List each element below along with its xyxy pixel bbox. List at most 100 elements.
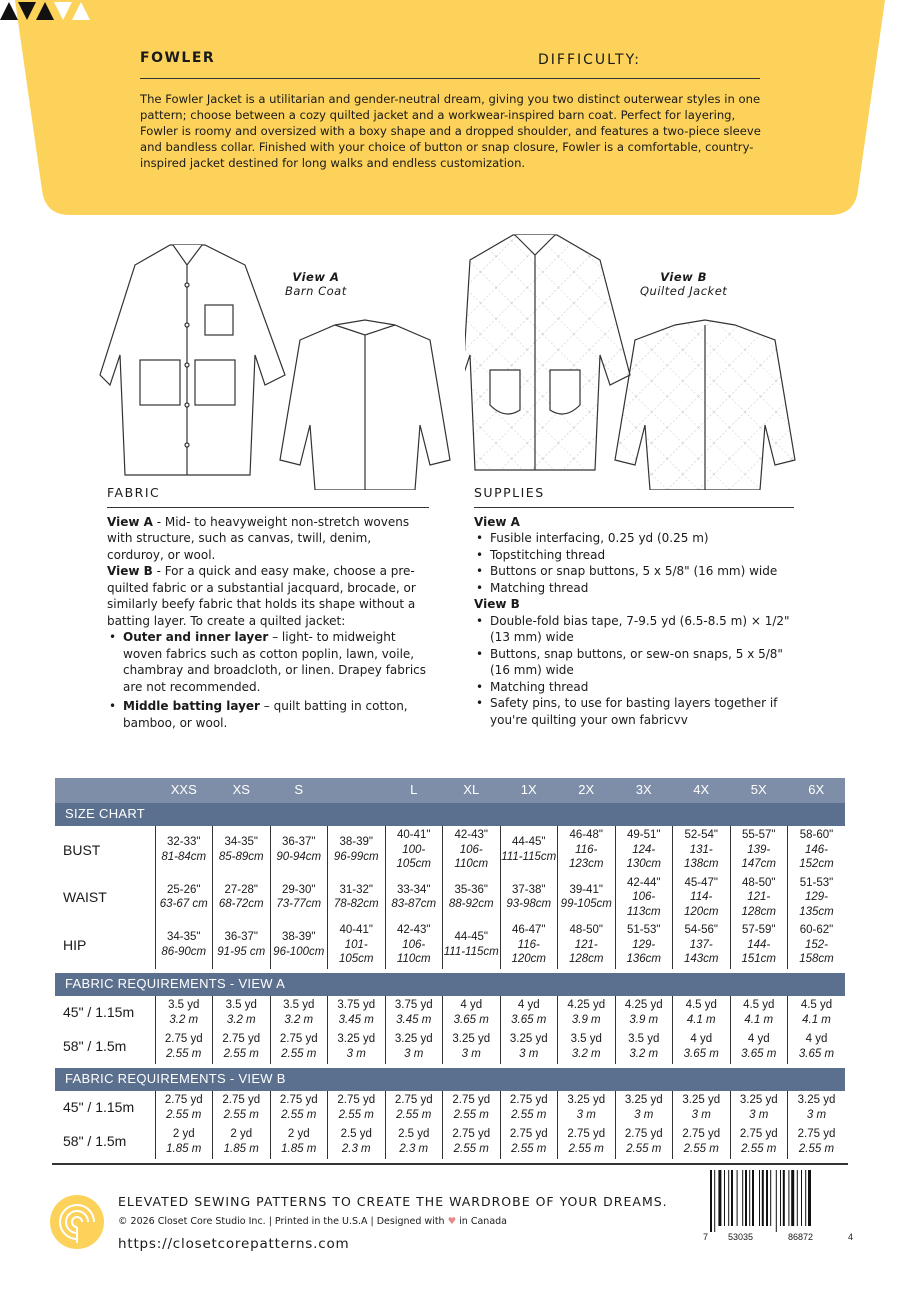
- cell-secondary: 124-130cm: [626, 843, 662, 871]
- table-cell: 2.75 yd 2.55 m: [154, 1090, 213, 1125]
- table-cell: 2.5 yd 2.3 m: [327, 1124, 385, 1159]
- cell-primary: 2.75 yd: [509, 1128, 548, 1140]
- cell-primary: 2.75 yd: [279, 1033, 318, 1045]
- table-cell: 2.75 yd 2.55 m: [499, 1090, 558, 1125]
- cell-primary: 2 yd: [287, 1128, 310, 1140]
- cell-primary: 4.25 yd: [567, 999, 606, 1011]
- cell-secondary: 3.9 m: [629, 1013, 659, 1026]
- cell-primary: 38-39": [339, 836, 374, 849]
- cell-primary: 42-43": [454, 829, 489, 841]
- table-cell: 3.5 yd 3.2 m: [212, 995, 270, 1030]
- cell-secondary: 83-87cm: [391, 898, 437, 911]
- table-cell: 2.75 yd 2.55 m: [614, 1124, 673, 1159]
- table-cell: 3.5 yd 3.2 m: [614, 1029, 673, 1064]
- barcode-bar: [710, 1170, 712, 1232]
- cell-secondary: 2.3 m: [341, 1142, 371, 1155]
- supply-item: Topstitching thread: [474, 547, 794, 564]
- cell-secondary: 2.55 m: [281, 1108, 317, 1121]
- cell-secondary: 100-105cm: [396, 843, 432, 871]
- cell-primary: 37-38": [512, 883, 546, 896]
- cell-primary: 51-53": [799, 876, 834, 889]
- cell-primary: 33-34": [397, 883, 431, 896]
- table-cell: 4 yd 3.65 m: [787, 1029, 845, 1064]
- cell-secondary: 3 m: [461, 1047, 481, 1060]
- cell-primary: 42-43": [397, 924, 431, 936]
- barcode-bar: [801, 1170, 802, 1226]
- table-cell: 35-36" 88-92cm: [442, 873, 500, 921]
- barcode-bar: [724, 1170, 725, 1226]
- cell-secondary: 91-95 cm: [217, 945, 266, 958]
- cell-primary: 36-37": [282, 836, 316, 849]
- bullet-text: – light- to midweight woven fabrics such…: [123, 630, 427, 694]
- cell-secondary: 101-105cm: [338, 938, 374, 966]
- table-cell: 58-60" 146-152cm: [787, 826, 845, 874]
- cell-secondary: 85-89cm: [218, 850, 264, 863]
- view-b-label: View B: [107, 564, 153, 578]
- view-b-illustration: [465, 234, 796, 490]
- barcode-bar: [718, 1170, 722, 1226]
- cell-secondary: 3 m: [346, 1047, 366, 1060]
- table-cell: 2.75 yd 2.55 m: [212, 1029, 270, 1064]
- cell-secondary: 129-136cm: [626, 938, 662, 966]
- cell-primary: 2.75 yd: [682, 1128, 721, 1140]
- cell-secondary: 116-123cm: [568, 843, 604, 871]
- header-background: [15, 0, 885, 215]
- table-cell: 2.75 yd 2.55 m: [557, 1124, 615, 1159]
- table-row: 45" / 1.15m 2.75 yd 2.55 m 2.75 yd 2.55 m 2.7…: [55, 1090, 845, 1125]
- table-cell: 44-45" 111-115cm: [442, 921, 500, 969]
- cell-secondary: 111-115cm: [501, 850, 557, 863]
- cell-secondary: 2.55 m: [798, 1142, 835, 1155]
- table-cell: 2.75 yd 2.55 m: [212, 1090, 270, 1125]
- cell-primary: 2.75 yd: [164, 1033, 203, 1045]
- table-cell: 34-35" 85-89cm: [212, 826, 270, 874]
- cell-primary: 46-47": [512, 924, 546, 936]
- cell-secondary: 3 m: [576, 1108, 596, 1121]
- cell-primary: 3.25 yd: [797, 1094, 836, 1106]
- cell-primary: 2.75 yd: [452, 1094, 491, 1106]
- cell-secondary: 96-99cm: [333, 850, 379, 863]
- cell-secondary: 121-128cm: [568, 938, 604, 966]
- table-cell: 46-48" 116-123cm: [557, 826, 615, 874]
- cell-primary: 3.25 yd: [509, 1033, 548, 1045]
- cell-primary: 3.25 yd: [624, 1094, 663, 1106]
- table-cell: 3.5 yd 3.2 m: [557, 1029, 615, 1064]
- cell-secondary: 3 m: [404, 1047, 424, 1060]
- table-cell: 60-62" 152-158cm: [787, 921, 845, 969]
- closet-core-logo-icon: [50, 1195, 104, 1249]
- cell-primary: 55-57": [742, 829, 776, 841]
- row-label: HIP: [63, 936, 87, 953]
- barcode-digit: 7: [703, 1232, 709, 1242]
- cell-secondary: 2.55 m: [511, 1142, 547, 1155]
- row-label: 58" / 1.5m: [63, 1133, 127, 1150]
- cell-primary: 27-28": [224, 883, 259, 896]
- table-cell: 3.75 yd 3.45 m: [384, 995, 443, 1030]
- section-title: SIZE CHART: [55, 803, 845, 826]
- table-row: 58" / 1.5m 2.75 yd 2.55 m 2.75 yd 2.55 m 2.75…: [55, 1029, 845, 1064]
- table-cell: 45-47" 114-120cm: [672, 873, 730, 921]
- view-a-illustration: [99, 244, 451, 490]
- table-cell: 2.75 yd 2.55 m: [154, 1029, 213, 1064]
- table-cell: 38-39" 96-99cm: [327, 826, 385, 874]
- cell-secondary: 3.65 m: [741, 1047, 777, 1060]
- cell-secondary: 99-105cm: [560, 898, 612, 911]
- supply-item: Matching thread: [474, 580, 794, 597]
- fabric-bullet: Middle batting layer – quilt batting in …: [107, 698, 429, 731]
- difficulty-triangle: [72, 2, 90, 20]
- cell-primary: 39-41": [569, 883, 604, 896]
- header-banner: FOWLER DIFFICULTY: The Fowler Jacket is …: [0, 0, 900, 220]
- barcode-bar: [770, 1170, 772, 1226]
- website-link[interactable]: https://closetcorepatterns.com: [118, 1236, 350, 1252]
- barcode-bar: [736, 1170, 738, 1226]
- size-chart-table: XXS XS S L XL 1X 2X 3X 4X 5X 6X SIZE CHART BUST 32-33…: [55, 778, 845, 1159]
- size-label: L: [385, 778, 443, 803]
- supply-item: Fusible interfacing, 0.25 yd (0.25 m): [474, 530, 794, 547]
- cell-secondary: 2.55 m: [626, 1142, 662, 1155]
- barcode-bar: [714, 1170, 716, 1232]
- cell-primary: 46-48": [569, 829, 604, 841]
- view-a-text: - Mid- to heavyweight non-stretch wovens…: [107, 514, 410, 562]
- table-cell: 38-39" 96-100cm: [269, 921, 328, 969]
- table-cell: 2 yd 1.85 m: [269, 1124, 328, 1159]
- table-cell: 4 yd 3.65 m: [499, 995, 558, 1030]
- cell-secondary: 131-138cm: [683, 843, 719, 871]
- fabric-view-b: View B - For a quick and easy make, choo…: [107, 563, 429, 629]
